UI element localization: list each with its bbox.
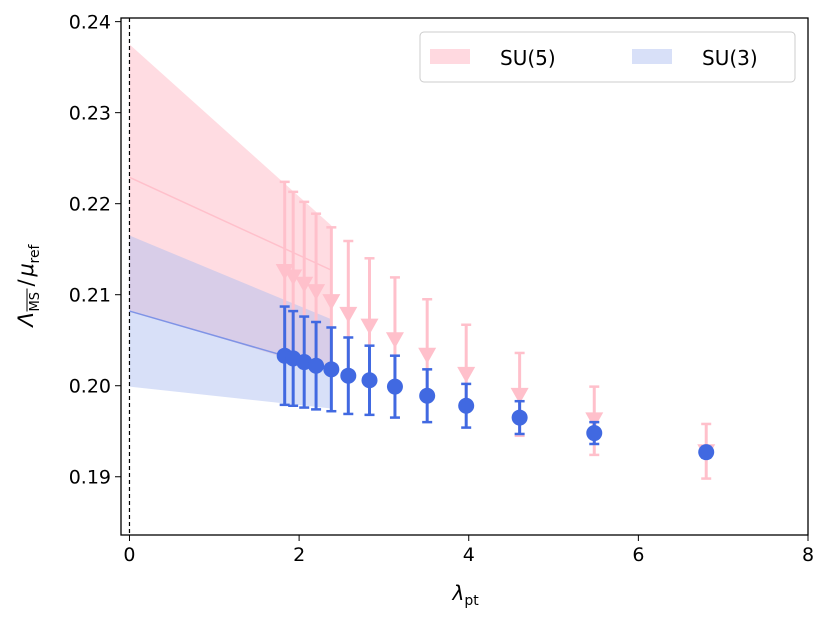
su5-point bbox=[385, 332, 404, 349]
su5-point bbox=[339, 306, 358, 323]
su5-point bbox=[510, 387, 529, 404]
x-tick-label: 8 bbox=[802, 544, 814, 566]
legend-swatch-su5 bbox=[430, 49, 470, 64]
su3-point bbox=[340, 367, 357, 384]
svg-text:MS: MS bbox=[28, 292, 43, 311]
legend-label-su5: SU(5) bbox=[500, 46, 556, 70]
x-tick-label: 2 bbox=[293, 544, 305, 566]
x-tick-label: 4 bbox=[463, 544, 475, 566]
y-tick-label: 0.22 bbox=[69, 194, 111, 216]
su3-point bbox=[361, 372, 378, 389]
su5-point bbox=[418, 347, 437, 364]
su3-point bbox=[323, 361, 340, 378]
svg-text:ref: ref bbox=[27, 243, 43, 263]
su5-point bbox=[322, 294, 341, 311]
su5-point bbox=[457, 366, 476, 383]
x-tick-label: 6 bbox=[632, 544, 644, 566]
su3-band bbox=[129, 235, 332, 409]
su3-point bbox=[419, 387, 436, 404]
su3-point bbox=[458, 397, 475, 414]
y-tick-label: 0.24 bbox=[69, 12, 111, 34]
su5-point bbox=[295, 276, 314, 293]
svg-text:Λ: Λ bbox=[14, 312, 38, 328]
su3-point bbox=[511, 409, 528, 426]
su5-point bbox=[307, 284, 326, 301]
legend-swatch-su3 bbox=[632, 49, 672, 64]
su5-point bbox=[585, 412, 604, 429]
su5-point bbox=[360, 318, 379, 335]
y-tick-label: 0.20 bbox=[69, 376, 111, 398]
su3-point bbox=[698, 444, 715, 461]
legend-label-su3: SU(3) bbox=[702, 46, 758, 70]
svg-text:μ: μ bbox=[14, 263, 38, 277]
legend-box bbox=[419, 31, 796, 83]
su5-band bbox=[129, 44, 332, 373]
y-tick-label: 0.23 bbox=[69, 103, 111, 125]
y-tick-label: 0.19 bbox=[69, 467, 111, 489]
su5-point bbox=[284, 269, 303, 286]
x-tick-label: 0 bbox=[123, 544, 135, 566]
svg-text:/: / bbox=[14, 279, 38, 287]
x-axis-label: λpt bbox=[452, 581, 480, 609]
su5-central-line bbox=[129, 176, 332, 271]
plot-frame bbox=[120, 17, 809, 536]
su3-point bbox=[386, 378, 403, 395]
y-tick-label: 0.21 bbox=[69, 285, 111, 307]
su3-point bbox=[308, 357, 325, 374]
su5-point bbox=[275, 264, 294, 281]
su3-point bbox=[586, 425, 603, 442]
